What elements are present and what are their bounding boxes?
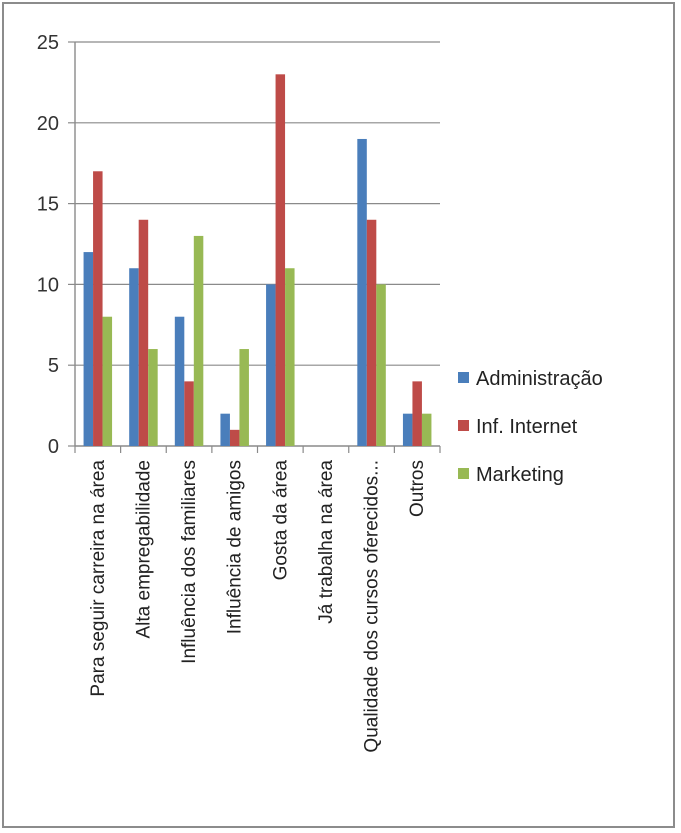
bar-inf-internet-4	[275, 74, 286, 446]
labels: 0 5 10 15 20 25 Para seguir carreira na área Al…	[37, 32, 428, 753]
bar-administra-o-6	[357, 138, 367, 446]
y-tick-label: 10	[37, 274, 59, 296]
bar-marketing-2	[193, 235, 204, 446]
bar-inf-internet-1	[138, 219, 149, 446]
bar-inf-internet-0	[93, 171, 103, 446]
bar-administra-o-7	[402, 413, 413, 446]
y-tick-label: 15	[37, 194, 59, 216]
legend-swatch	[458, 468, 469, 479]
bars	[83, 74, 432, 446]
y-tick-label: 25	[37, 32, 59, 54]
x-category-label: Outros	[407, 460, 428, 517]
bar-inf-internet-3	[229, 429, 240, 446]
bar-administra-o-0	[83, 252, 94, 446]
y-tick-label: 20	[37, 113, 59, 135]
bar-marketing-3	[239, 349, 249, 446]
bar-administra-o-1	[129, 268, 139, 446]
x-category-label: Já trabalha na área	[316, 460, 337, 624]
bar-administra-o-2	[174, 316, 185, 446]
bar-marketing-4	[285, 268, 295, 446]
legend: Administração Inf. Internet Marketing	[458, 368, 603, 486]
x-category-label: Influência dos familiares	[179, 460, 200, 664]
legend-swatch	[458, 372, 469, 383]
legend-label: Inf. Internet	[476, 416, 578, 438]
x-category-label: Gosta da área	[270, 460, 291, 581]
x-category-label: Alta empregabilidade	[133, 460, 154, 639]
legend-label: Marketing	[476, 464, 564, 486]
bar-inf-internet-2	[184, 381, 194, 446]
x-category-label: Influência de amigos	[225, 460, 246, 634]
y-tick-label: 5	[48, 355, 59, 377]
legend-label: Administração	[476, 368, 603, 390]
bar-inf-internet-7	[412, 381, 422, 446]
bar-marketing-0	[102, 316, 113, 446]
bar-administra-o-4	[266, 284, 276, 446]
bar-marketing-6	[376, 284, 386, 446]
bar-marketing-7	[421, 413, 432, 446]
bar-marketing-1	[148, 349, 158, 446]
x-category-label: Qualidade dos cursos oferecidos...	[362, 460, 383, 753]
bar-inf-internet-6	[366, 219, 377, 446]
chart-frame	[2, 2, 675, 828]
y-tick-label: 0	[48, 436, 59, 458]
bar-administra-o-3	[220, 413, 230, 446]
x-category-label: Para seguir carreira na área	[88, 460, 109, 697]
legend-swatch	[458, 420, 469, 431]
